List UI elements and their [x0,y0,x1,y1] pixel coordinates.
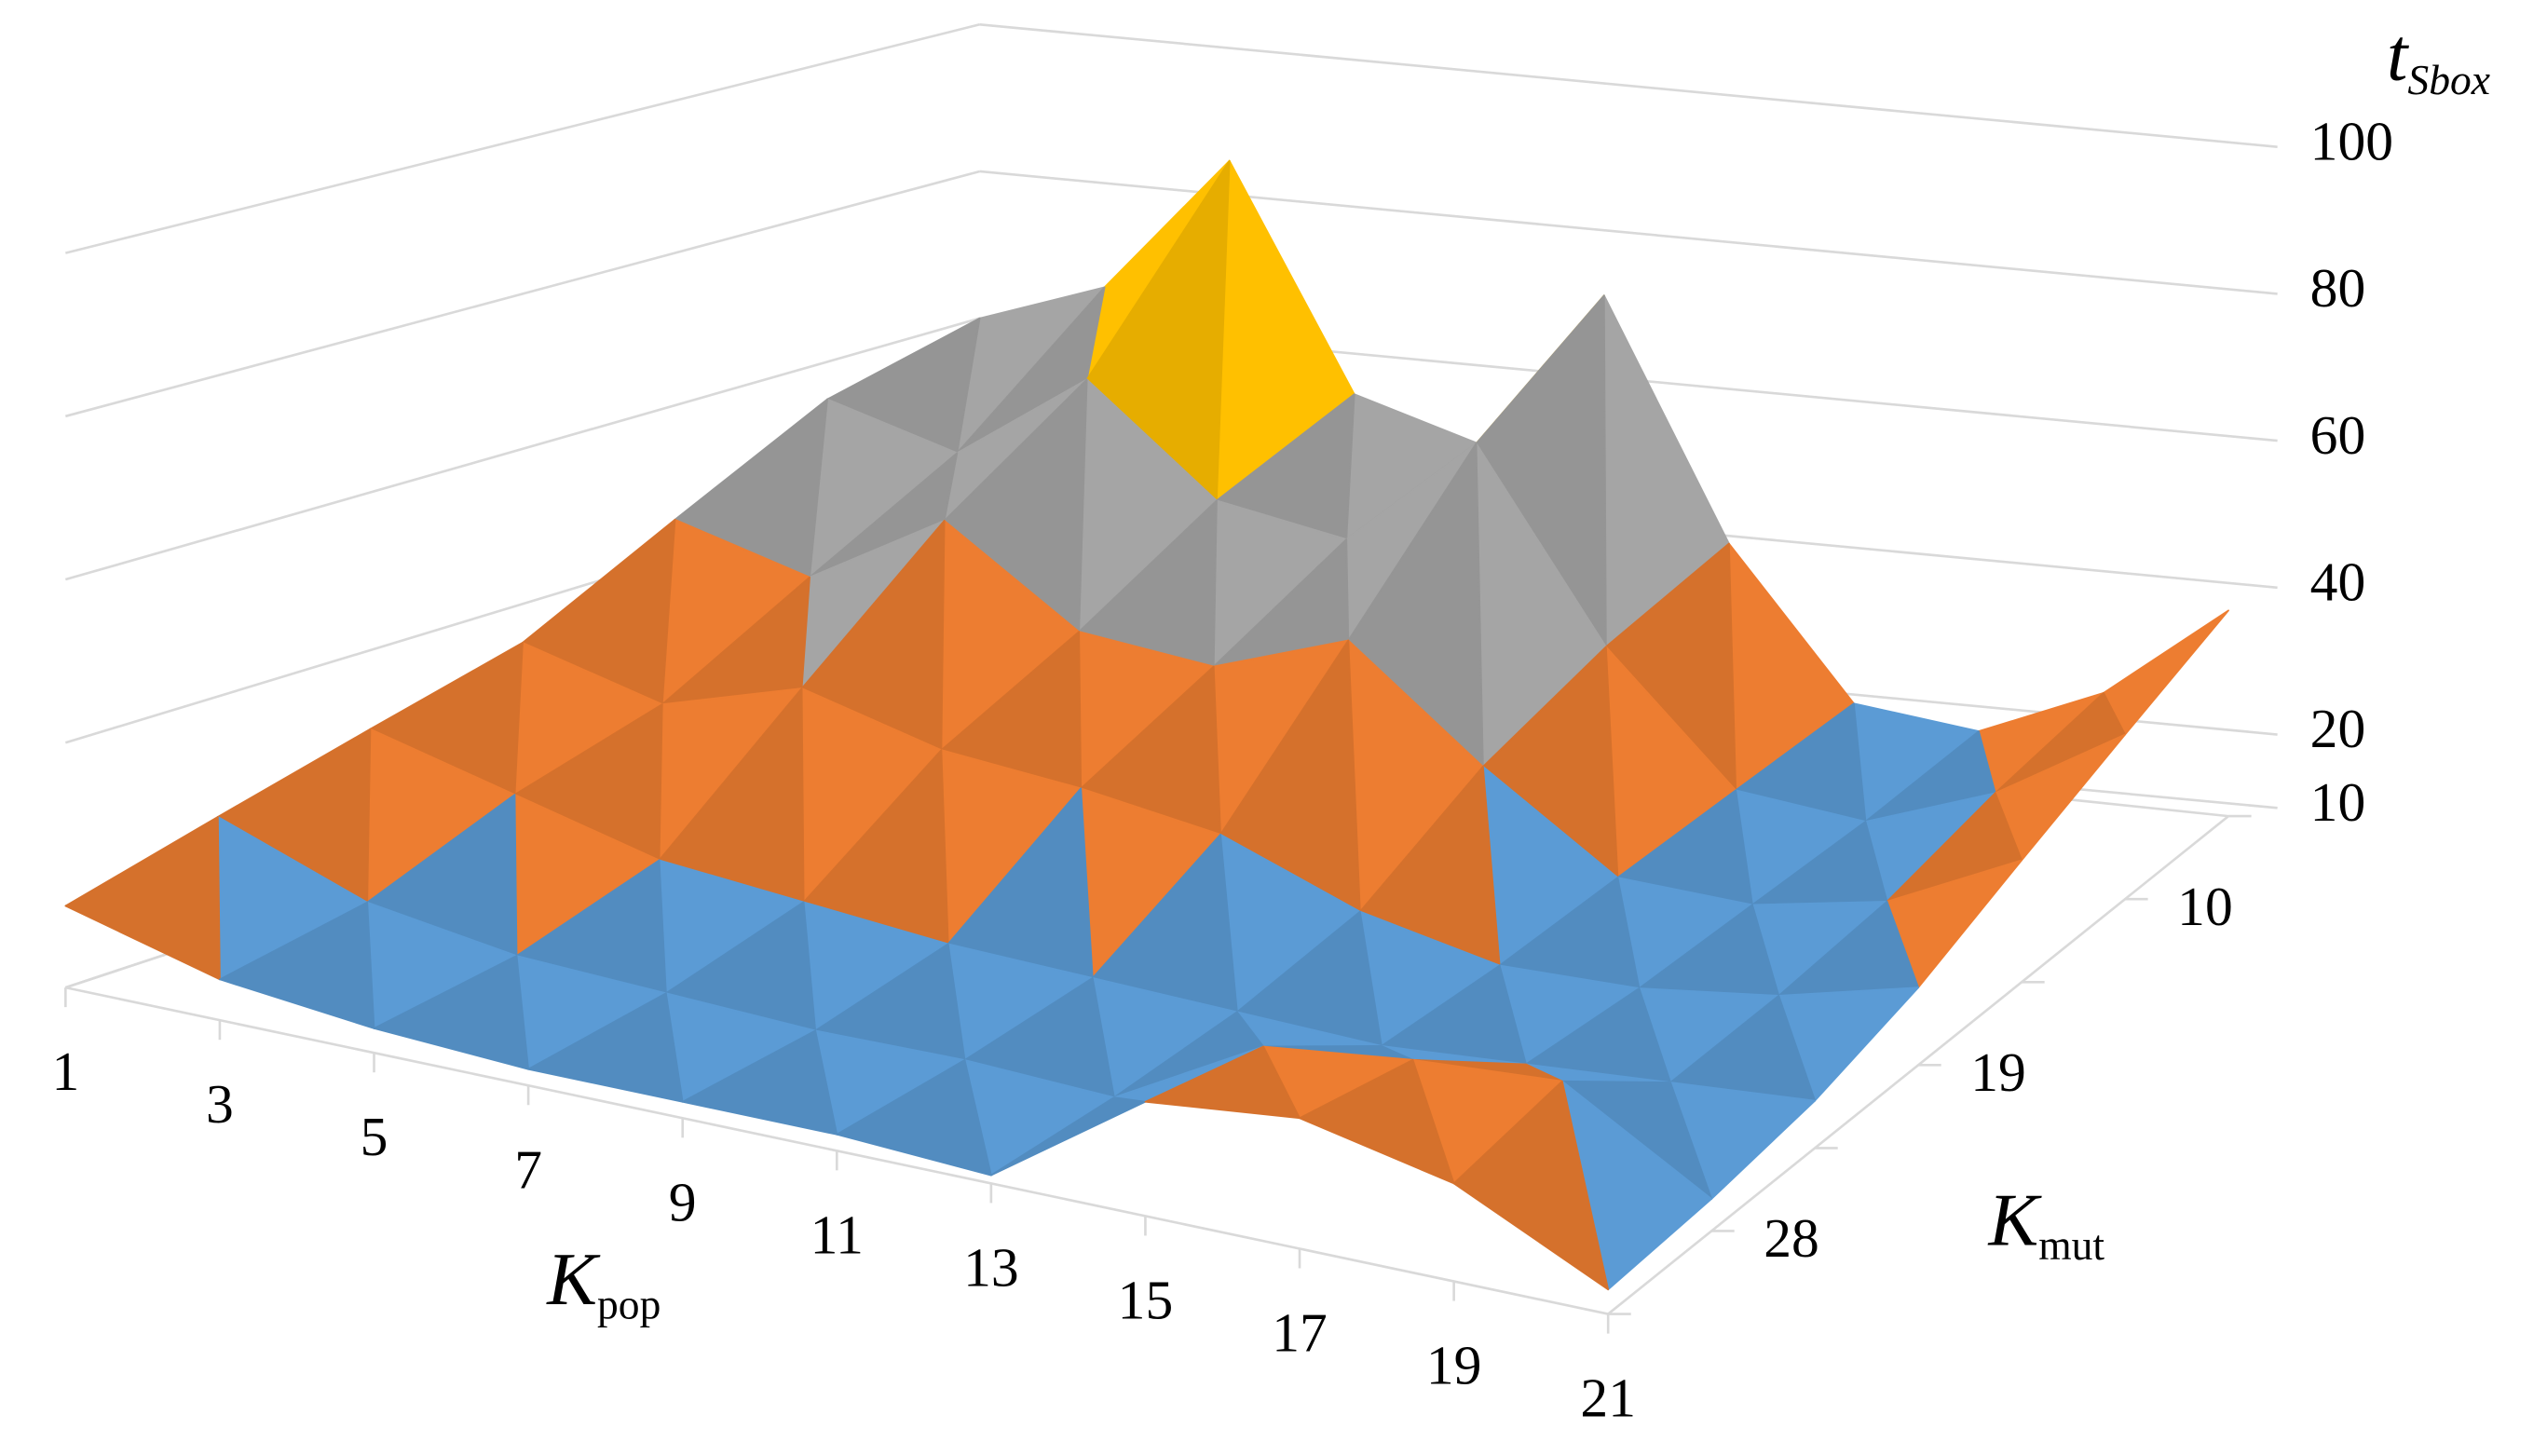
x-tick-label: 7 [514,1138,542,1200]
surface-facet [1144,1045,1301,1120]
x-tick-label: 19 [1426,1335,1482,1396]
surface-facet [373,955,529,1070]
surface-facet [2103,609,2229,736]
x-tick-label: 1 [51,1041,79,1102]
z-tick-label: 80 [2310,257,2366,319]
x-tick-label: 17 [1272,1302,1328,1364]
grid-line [65,170,980,418]
surface-facet [1299,1058,1455,1185]
z-tick-label: 40 [2310,551,2366,612]
surface-facet [219,901,375,1029]
surface-facet [836,1059,992,1177]
x-tick-label: 3 [206,1073,234,1135]
grid-line [64,317,980,581]
z-tick-label: 100 [2310,110,2393,171]
y-tick-label: 19 [1970,1041,2026,1103]
y-axis-title-text: K [1987,1178,2042,1261]
z-tick-label: 20 [2310,698,2366,759]
grid-line [979,170,2278,295]
z-tick-label: 10 [2310,771,2366,833]
surface-facet [64,815,221,981]
x-tick-label: 9 [669,1171,697,1232]
grid-line [65,23,980,254]
x-tick-label: 21 [1580,1368,1636,1429]
y-axis-title: Kmut [1987,1178,2104,1269]
surface [64,159,2229,1291]
z-tick-label: 60 [2310,404,2366,466]
surface-facet [681,1029,838,1136]
grid-line [979,22,2278,149]
surface-facet [989,1096,1147,1177]
x-tick-label: 5 [361,1106,388,1167]
z-axis-title-subscript: Sbox [2407,57,2490,104]
x-axis-title: Kpop [546,1237,661,1327]
surface-facet [527,992,684,1103]
x-tick-label: 11 [810,1204,864,1265]
x-tick-label: 15 [1118,1269,1174,1330]
y-tick-label: 28 [1764,1207,1819,1269]
x-axis-title-subscript: pop [597,1281,661,1328]
z-axis-title: tSbox [2387,13,2490,103]
x-axis-title-text: K [546,1237,601,1320]
y-tick-label: 10 [2177,876,2233,937]
y-axis-title-subscript: mut [2038,1222,2104,1270]
surface-facet [1452,1080,1610,1291]
x-tick-label: 13 [963,1236,1019,1298]
z-axis-title-text: t [2387,13,2409,96]
